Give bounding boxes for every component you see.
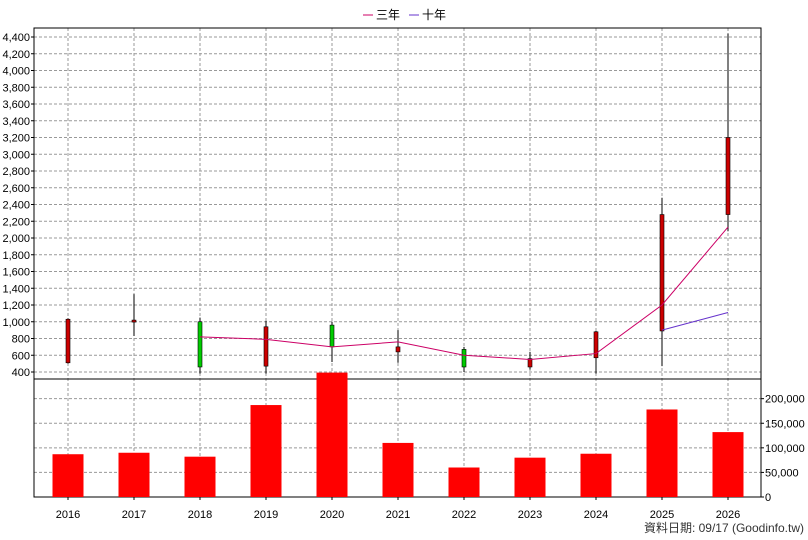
legend-label-10yr: 十年 xyxy=(422,8,446,22)
x-tick-label: 2016 xyxy=(56,509,80,521)
candle xyxy=(263,320,269,374)
volume-bar xyxy=(646,409,678,497)
volume-bar xyxy=(382,442,414,497)
x-tick-label: 2020 xyxy=(320,509,344,521)
volume-tick-label: 50,000 xyxy=(765,467,799,479)
price-tick-label: 3,400 xyxy=(2,116,30,128)
candle xyxy=(593,330,599,374)
legend: 三年 十年 xyxy=(363,8,446,22)
price-tick-label: 1,200 xyxy=(2,300,30,312)
candle xyxy=(329,321,335,362)
candle xyxy=(395,330,401,363)
volume-bar xyxy=(250,405,282,497)
price-tick-label: 400 xyxy=(12,367,30,379)
volume-tick-label: 200,000 xyxy=(765,394,805,406)
candle-body xyxy=(395,346,401,353)
candle-body xyxy=(329,324,335,348)
price-tick-label: 4,200 xyxy=(2,49,30,61)
price-tick-label: 3,800 xyxy=(2,82,30,94)
price-tick-label: 2,600 xyxy=(2,183,30,195)
x-tick-label: 2024 xyxy=(584,509,608,521)
x-tick-label: 2021 xyxy=(386,509,410,521)
volume-tick-label: 0 xyxy=(765,492,771,504)
volume-tick-label: 100,000 xyxy=(765,443,805,455)
candle xyxy=(65,318,71,364)
volume-axis: 0 50,000 100,000 150,000 200,000 xyxy=(761,394,805,504)
candle-body xyxy=(593,331,599,359)
candle xyxy=(461,346,467,372)
volume-grid xyxy=(34,398,761,473)
ma-line xyxy=(199,226,729,360)
volume-bar xyxy=(118,452,150,497)
volume-bars xyxy=(52,372,744,497)
price-tick-label: 3,200 xyxy=(2,133,30,145)
price-tick-label: 1,800 xyxy=(2,250,30,262)
moving-average-lines xyxy=(199,226,729,360)
candle xyxy=(131,294,137,336)
price-tick-label: 3,600 xyxy=(2,99,30,111)
candle-body xyxy=(65,318,71,364)
volume-tick-label: 150,000 xyxy=(765,418,805,430)
candle xyxy=(659,197,665,367)
candle-body xyxy=(659,214,665,332)
candle-body xyxy=(197,321,203,368)
x-axis: 2016 2017 2018 2019 2020 2021 2022 2023 2024 2025… xyxy=(56,497,740,521)
x-tick-label: 2019 xyxy=(254,509,278,521)
x-grid xyxy=(67,28,729,497)
price-tick-label: 600 xyxy=(12,350,30,362)
price-axis: 400 600 800 1,000 1,200 1,400 1,600 1,800 2,000 2… xyxy=(2,32,34,379)
x-tick-label: 2026 xyxy=(716,509,740,521)
candle xyxy=(725,33,731,232)
price-tick-label: 2,800 xyxy=(2,166,30,178)
ma-line xyxy=(661,312,729,331)
candle-body xyxy=(527,358,533,368)
price-tick-label: 3,000 xyxy=(2,149,30,161)
x-tick-label: 2017 xyxy=(122,509,146,521)
price-tick-label: 1,400 xyxy=(2,283,30,295)
price-tick-label: 1,000 xyxy=(2,317,30,329)
price-tick-label: 2,000 xyxy=(2,233,30,245)
price-tick-label: 4,400 xyxy=(2,32,30,44)
price-tick-label: 2,200 xyxy=(2,216,30,228)
price-tick-label: 1,600 xyxy=(2,267,30,279)
price-tick-label: 2,400 xyxy=(2,200,30,212)
candle xyxy=(197,317,203,374)
candle-body xyxy=(131,319,137,323)
volume-bar xyxy=(316,372,348,497)
candlesticks xyxy=(65,33,731,374)
legend-label-3yr: 三年 xyxy=(376,8,400,22)
price-tick-label: 4,000 xyxy=(2,66,30,78)
candle-body xyxy=(263,326,269,367)
candle-body xyxy=(461,349,467,368)
volume-bar xyxy=(52,454,84,497)
volume-bar xyxy=(580,453,612,497)
candle xyxy=(527,351,533,370)
x-tick-label: 2023 xyxy=(518,509,542,521)
volume-bar xyxy=(514,457,546,497)
x-tick-label: 2018 xyxy=(188,509,212,521)
candle-body xyxy=(725,137,731,215)
price-tick-label: 800 xyxy=(12,334,30,346)
x-tick-label: 2022 xyxy=(452,509,476,521)
volume-bar xyxy=(448,467,480,497)
volume-bar xyxy=(712,432,744,497)
x-tick-label: 2025 xyxy=(650,509,674,521)
volume-bar xyxy=(184,456,216,497)
footer-source: 資料日期: 09/17 (Goodinfo.tw) xyxy=(644,521,804,535)
